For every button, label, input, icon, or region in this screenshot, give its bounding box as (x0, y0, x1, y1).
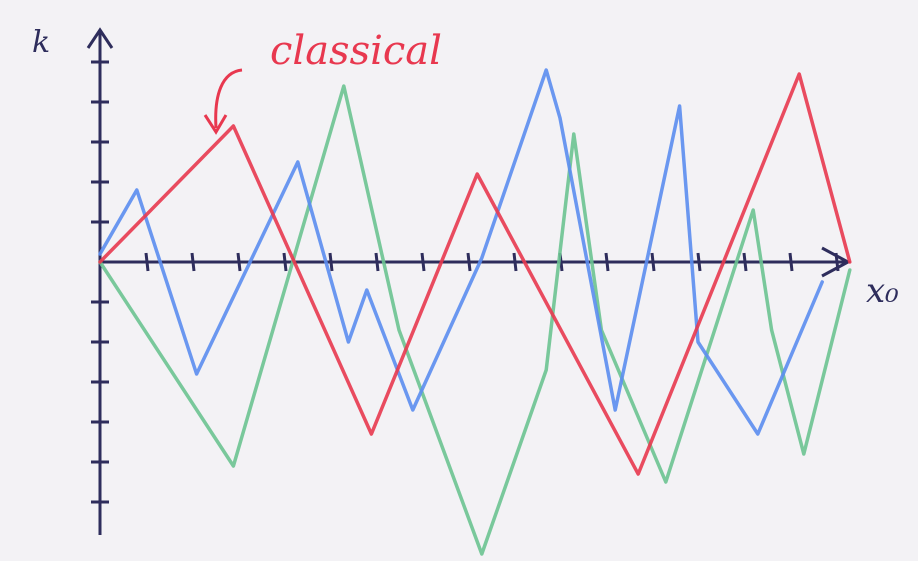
x-tick (192, 253, 194, 271)
x-tick (836, 253, 838, 271)
x-tick (744, 253, 746, 271)
x-tick (606, 253, 608, 271)
x-tick (468, 253, 470, 271)
x-tick (330, 253, 332, 271)
x-tick (790, 253, 792, 271)
x-tick (376, 253, 378, 271)
y-axis-label: k (32, 25, 50, 60)
x-tick (238, 253, 240, 271)
x-tick (652, 253, 654, 271)
chart: k x₀ classical (0, 0, 918, 561)
x-tick (284, 253, 286, 271)
x-tick (146, 253, 148, 271)
background (0, 0, 918, 561)
x-axis-label: x₀ (866, 271, 899, 311)
series-annotation: classical (270, 28, 442, 74)
x-tick (514, 253, 516, 271)
x-tick (422, 253, 424, 271)
x-tick (698, 253, 700, 271)
